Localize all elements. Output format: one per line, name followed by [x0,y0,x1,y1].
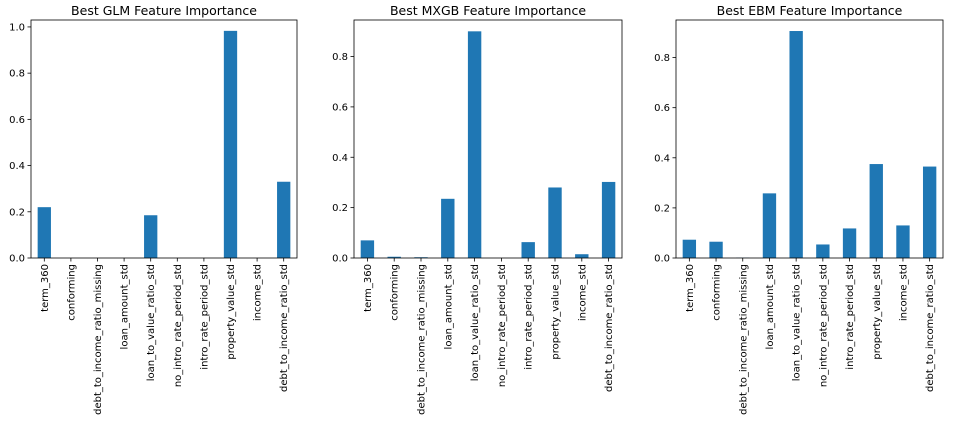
y-tick-label: 0.6 [332,102,348,113]
y-tick-label: 0.8 [9,69,25,80]
bar [816,244,830,258]
x-tick-label: term_360 [40,264,51,312]
x-tick-label: loan_to_value_ratio_std [146,264,157,381]
x-tick-label: income_std [253,264,264,321]
x-tick-label: intro_rate_period_std [199,264,210,370]
y-tick-label: 0.2 [332,203,348,214]
x-tick-label: conforming [390,264,401,321]
axes-frame [353,19,623,259]
y-tick-label: 0.6 [654,103,670,114]
bar [441,198,455,258]
x-tick-label: property_value_std [551,264,562,360]
y-tick-label: 0.6 [9,115,25,126]
chart-title: Best MXGB Feature Importance [390,3,586,18]
x-tick-label: conforming [66,264,77,321]
y-tick-label: 0.4 [654,153,670,164]
x-tick-label: loan_amount_std [443,264,454,349]
chart-title: Best GLM Feature Importance [71,3,257,18]
bar [521,242,535,258]
x-tick-label: income_std [577,264,588,321]
x-tick-label: intro_rate_period_std [845,264,856,370]
bar [896,225,910,258]
chart-panel-2: Best MXGB Feature Importance 0.0 0.2 0.4 0.6… [332,3,623,415]
x-tick-label: property_value_std [226,264,237,360]
bar [37,207,51,258]
bar [467,31,482,258]
x-tick-label: debt_to_income_ratio_missing [738,264,749,415]
x-tick-label: property_value_std [872,264,883,360]
y-tick-label: 0.2 [654,203,670,214]
chart-panel-1: Best GLM Feature Importance 0.0 0.2 0.4 0.6 0… [9,3,298,415]
bar [682,239,697,258]
y-tick-label: 0.2 [9,207,25,218]
bar [869,164,883,258]
x-tick-label: debt_to_income_ratio_std [925,264,936,392]
y-tick-label: 0.0 [9,254,25,265]
y-tick-label: 0.4 [332,153,348,164]
x-tick-label: debt_to_income_ratio_std [279,264,290,392]
y-tick-label: 1.0 [9,22,25,33]
bar [709,241,723,258]
axes-frame [675,19,944,259]
x-tick-label: term_360 [685,264,696,312]
bar [387,256,401,258]
x-tick-label: intro_rate_period_std [524,264,535,370]
x-tick-label: loan_amount_std [765,264,776,349]
axes-frame [30,19,298,259]
x-tick-label: loan_to_value_ratio_std [792,264,803,381]
bar [789,31,803,258]
bar [601,181,616,258]
y-tick-label: 0.4 [9,161,25,172]
bar [922,166,937,258]
x-tick-label: loan_amount_std [120,264,131,349]
bar [548,187,562,258]
bar [360,240,375,258]
x-tick-label: loan_to_value_ratio_std [470,264,481,381]
bar [842,228,857,258]
bar [223,30,238,258]
x-tick-label: conforming [712,264,723,321]
y-tick-label: 0.0 [654,254,670,265]
x-tick-label: no_intro_rate_period_std [497,264,508,387]
y-tick-label: 0.0 [332,254,348,265]
bar [575,254,589,258]
chart-panel-3: Best EBM Feature Importance 0.0 0.2 0.4 0.6 0… [654,3,944,415]
x-tick-label: debt_to_income_ratio_std [604,264,615,392]
bar [144,215,158,258]
bar [762,193,777,258]
y-tick-label: 0.8 [332,52,348,63]
x-tick-label: no_intro_rate_period_std [818,264,829,387]
x-tick-label: debt_to_income_ratio_missing [93,264,104,415]
x-tick-label: term_360 [363,264,374,312]
y-tick-label: 0.8 [654,53,670,64]
chart-title: Best EBM Feature Importance [717,3,903,18]
x-tick-label: debt_to_income_ratio_missing [417,264,428,415]
x-tick-label: no_intro_rate_period_std [173,264,184,387]
x-tick-label: income_std [898,264,909,321]
bar [277,181,291,258]
